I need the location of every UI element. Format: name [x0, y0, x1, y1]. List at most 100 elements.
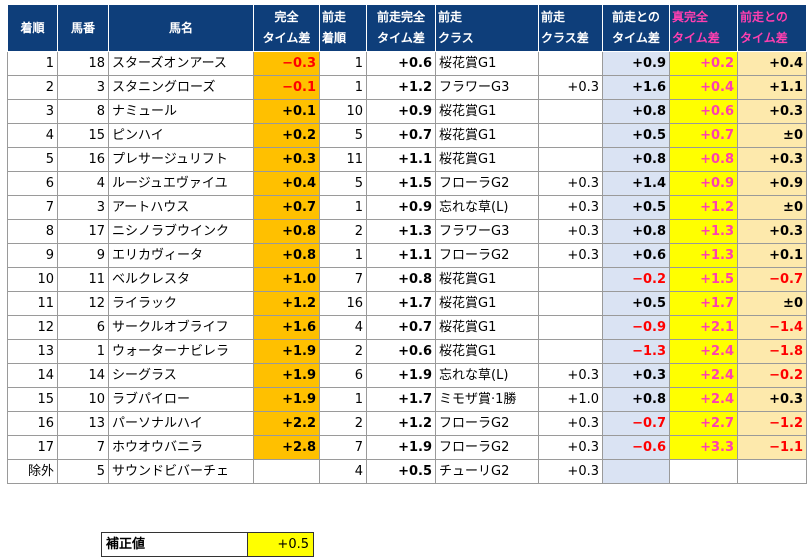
cell-vs-prev: +0.8 [602, 147, 670, 172]
cell-prev-finish: 2 [319, 219, 367, 244]
cell-prev-finish: 1 [319, 51, 367, 76]
cell-horse: ナミュール [108, 99, 254, 124]
cell-class-diff [538, 315, 603, 340]
cell-true-time [669, 459, 738, 484]
cell-vs-prev: +0.5 [602, 123, 670, 148]
cell-prev-class: 桜花賞G1 [435, 99, 539, 124]
cell-prev-class: フローラG2 [435, 243, 539, 268]
cell-number: 4 [57, 171, 109, 196]
cell-prev-time: +0.9 [366, 99, 436, 124]
cell-horse: スタニングローズ [108, 75, 254, 100]
header-prev-finish: 前走 着順 [319, 4, 367, 52]
cell-time-diff: −0.3 [253, 51, 320, 76]
cell-finish: 17 [7, 435, 58, 460]
cell-vs-prev-true: +0.1 [737, 243, 807, 268]
cell-prev-time: +0.6 [366, 51, 436, 76]
cell-prev-finish: 7 [319, 267, 367, 292]
cell-prev-finish: 5 [319, 123, 367, 148]
cell-horse: ホウオウバニラ [108, 435, 254, 460]
cell-prev-time: +1.2 [366, 75, 436, 100]
cell-time-diff: +0.1 [253, 99, 320, 124]
cell-prev-time: +1.9 [366, 363, 436, 388]
cell-number: 10 [57, 387, 109, 412]
cell-true-time: +2.7 [669, 411, 738, 436]
table-row: 13 1 ウォーターナビレラ +1.9 2 +0.6 桜花賞G1 −1.3 +2.4 −1.8 [7, 339, 807, 364]
cell-vs-prev: −0.6 [602, 435, 670, 460]
cell-finish: 6 [7, 171, 58, 196]
cell-prev-time: +0.7 [366, 123, 436, 148]
cell-time-diff [253, 459, 320, 484]
cell-prev-finish: 2 [319, 411, 367, 436]
cell-prev-finish: 7 [319, 435, 367, 460]
cell-prev-class: 忘れな草(L) [435, 195, 539, 220]
cell-vs-prev: −0.9 [602, 315, 670, 340]
cell-class-diff: +0.3 [538, 171, 603, 196]
cell-vs-prev-true: +0.3 [737, 219, 807, 244]
cell-time-diff: +1.6 [253, 315, 320, 340]
cell-number: 1 [57, 339, 109, 364]
cell-class-diff: +0.3 [538, 195, 603, 220]
cell-horse: アートハウス [108, 195, 254, 220]
cell-vs-prev: −0.7 [602, 411, 670, 436]
cell-prev-finish: 10 [319, 99, 367, 124]
table-row: 7 3 アートハウス +0.7 1 +0.9 忘れな草(L) +0.3 +0.5 +1.2 ±0 [7, 195, 807, 220]
cell-prev-time: +1.9 [366, 435, 436, 460]
header-time-diff: 完全 タイム差 [253, 4, 320, 52]
cell-horse: サークルオブライフ [108, 315, 254, 340]
cell-prev-time: +1.7 [366, 387, 436, 412]
cell-vs-prev: +0.3 [602, 363, 670, 388]
table-row: 10 11 ベルクレスタ +1.0 7 +0.8 桜花賞G1 −0.2 +1.5 −0.7 [7, 267, 807, 292]
cell-prev-finish: 1 [319, 75, 367, 100]
header-prev-time: 前走完全 タイム差 [366, 4, 436, 52]
cell-prev-finish: 6 [319, 363, 367, 388]
cell-prev-class: フローラG2 [435, 411, 539, 436]
cell-prev-time: +0.5 [366, 459, 436, 484]
cell-prev-class: ミモザ賞·1勝 [435, 387, 539, 412]
header-number: 馬番 [57, 4, 109, 52]
cell-horse: シーグラス [108, 363, 254, 388]
cell-time-diff: +0.3 [253, 147, 320, 172]
cell-vs-prev-true: +0.3 [737, 147, 807, 172]
cell-prev-finish: 11 [319, 147, 367, 172]
table-row: 2 3 スタニングローズ −0.1 1 +1.2 フラワーG3 +0.3 +1.6 +0.4 +1.… [7, 75, 807, 100]
cell-vs-prev-true: +0.3 [737, 387, 807, 412]
cell-vs-prev: +0.8 [602, 99, 670, 124]
cell-finish: 11 [7, 291, 58, 316]
cell-finish: 7 [7, 195, 58, 220]
cell-true-time: +0.4 [669, 75, 738, 100]
cell-vs-prev-true [737, 459, 807, 484]
table-row: 15 10 ラブパイロー +1.9 1 +1.7 ミモザ賞·1勝 +1.0 +0.8 +2.4 +0… [7, 387, 807, 412]
cell-vs-prev-true: −1.2 [737, 411, 807, 436]
cell-prev-time: +1.3 [366, 219, 436, 244]
cell-vs-prev: +1.6 [602, 75, 670, 100]
cell-prev-class: 桜花賞G1 [435, 267, 539, 292]
cell-number: 17 [57, 219, 109, 244]
cell-horse: ウォーターナビレラ [108, 339, 254, 364]
table-row: 3 8 ナミュール +0.1 10 +0.9 桜花賞G1 +0.8 +0.6 +0.3 [7, 99, 807, 124]
cell-horse: ルージュエヴァイユ [108, 171, 254, 196]
cell-time-diff: +0.8 [253, 219, 320, 244]
cell-prev-class: 桜花賞G1 [435, 315, 539, 340]
cell-number: 14 [57, 363, 109, 388]
table-row: 16 13 パーソナルハイ +2.2 2 +1.2 フローラG2 +0.3 −0.7 +2.7 −1… [7, 411, 807, 436]
header-true-time: 真完全 タイム差 [669, 4, 738, 52]
cell-prev-class: フラワーG3 [435, 219, 539, 244]
cell-true-time: +0.8 [669, 147, 738, 172]
cell-vs-prev-true: −1.1 [737, 435, 807, 460]
cell-prev-time: +0.6 [366, 339, 436, 364]
header-finish: 着順 [7, 4, 58, 52]
cell-class-diff: +0.3 [538, 219, 603, 244]
cell-prev-finish: 2 [319, 339, 367, 364]
cell-vs-prev: +0.8 [602, 219, 670, 244]
cell-class-diff [538, 339, 603, 364]
cell-class-diff [538, 123, 603, 148]
table-row: 11 12 ライラック +1.2 16 +1.7 桜花賞G1 +0.5 +1.7 ±0 [7, 291, 807, 316]
cell-time-diff: +2.2 [253, 411, 320, 436]
cell-vs-prev-true: +1.1 [737, 75, 807, 100]
cell-prev-class: 忘れな草(L) [435, 363, 539, 388]
cell-vs-prev: +0.6 [602, 243, 670, 268]
cell-true-time: +1.2 [669, 195, 738, 220]
header-vs-prev: 前走との タイム差 [602, 4, 670, 52]
cell-vs-prev-true: +0.4 [737, 51, 807, 76]
cell-finish: 10 [7, 267, 58, 292]
